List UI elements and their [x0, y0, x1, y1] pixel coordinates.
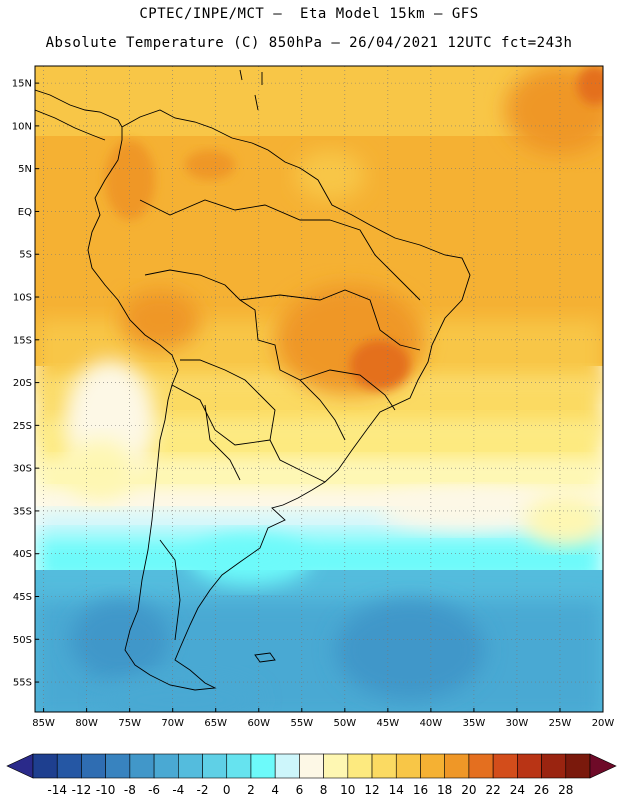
lon-label: 25W [549, 718, 572, 729]
map-title-line-2: Absolute Temperature (C) 850hPa – 26/04/… [45, 35, 573, 51]
colorbar-label: 18 [437, 783, 452, 797]
colorbar-label: -14 [47, 783, 67, 797]
colorbar-label: -12 [72, 783, 92, 797]
colorbar-swatch [32, 753, 58, 779]
colorbar-label: -10 [96, 783, 116, 797]
colorbar-swatch [226, 753, 252, 779]
colorbar-swatch [395, 753, 421, 779]
colorbar-label: 28 [558, 783, 573, 797]
lon-label: 55W [290, 718, 313, 729]
lon-label: 70W [161, 718, 184, 729]
colorbar-labels: -14 -12 -10 -8 -6 -4 -2 0 2 4 6 8 10 12 14 16 18 20 22 24 26… [47, 783, 573, 797]
lon-label: 60W [247, 718, 270, 729]
colorbar-swatch [347, 753, 373, 779]
colorbar-swatch [56, 753, 82, 779]
colorbar-swatch [153, 753, 179, 779]
colorbar-swatch [444, 753, 470, 779]
colorbar-label: 20 [461, 783, 476, 797]
lon-label: 85W [32, 718, 55, 729]
lat-label: 40S [13, 549, 32, 560]
lon-label: 30W [506, 718, 529, 729]
colorbar-swatch [565, 753, 591, 779]
lat-label: 15S [13, 335, 32, 346]
lat-label: 10S [13, 293, 32, 304]
lon-label: 75W [118, 718, 141, 729]
colorbar-under-arrow [6, 753, 34, 779]
colorbar-label: 8 [320, 783, 328, 797]
colorbar-label: 0 [223, 783, 231, 797]
colorbar-swatch [468, 753, 494, 779]
colorbar-label: -8 [124, 783, 136, 797]
colorbar-swatch [250, 753, 276, 779]
colorbar-swatch [517, 753, 542, 779]
longitude-labels: 85W 80W 75W 70W 65W 60W 55W 50W 45W 40W 35W 30W 25W 2… [32, 708, 614, 729]
colorbar-label: 6 [296, 783, 304, 797]
temperature-field [35, 66, 603, 712]
latitude-labels: 15N 10N 5N EQ 5S 10S 15S 20S 25S 30S 35S 40S 45S 50S 5… [12, 79, 39, 689]
colorbar-swatch [541, 753, 567, 779]
colorbar-label: 16 [413, 783, 428, 797]
map-frame [34, 65, 604, 713]
colorbar-swatch [105, 753, 131, 779]
lon-label: 50W [334, 718, 357, 729]
lon-label: 80W [75, 718, 98, 729]
colorbar-label: 4 [271, 783, 279, 797]
lat-label: 50S [13, 635, 32, 646]
colorbar-swatch [371, 753, 397, 779]
lon-label: 35W [463, 718, 486, 729]
colorbar-swatch [420, 753, 445, 779]
colorbar-label: 24 [510, 783, 525, 797]
colorbar-label: 22 [485, 783, 500, 797]
colorbar-label: -4 [172, 783, 184, 797]
caribbean-islands [239, 69, 263, 111]
colorbar-label: 2 [247, 783, 255, 797]
lon-label: 45W [377, 718, 400, 729]
lat-label: 10N [12, 121, 32, 132]
country-borders [139, 199, 421, 641]
lat-label: 20S [13, 378, 32, 389]
colorbar-label: 10 [340, 783, 355, 797]
lat-label: EQ [18, 207, 32, 218]
colorbar-swatch [492, 753, 518, 779]
coastlines-and-borders [35, 69, 471, 691]
lat-label: 45S [13, 592, 32, 603]
colorbar-swatch [202, 753, 228, 779]
colorbar-swatch [129, 753, 155, 779]
colorbar-over-arrow [589, 753, 617, 779]
lat-label: 55S [13, 678, 32, 689]
colorbar-swatch [274, 753, 300, 779]
falkland-islands [254, 652, 276, 663]
lon-label: 40W [420, 718, 443, 729]
lat-label: 5N [18, 164, 32, 175]
colorbar-label: -6 [148, 783, 160, 797]
lon-label: 65W [204, 718, 227, 729]
colorbar-label: -2 [197, 783, 209, 797]
lat-label: 30S [13, 464, 32, 475]
colorbar-label: 14 [389, 783, 404, 797]
colorbar-swatch [178, 753, 203, 779]
colorbar-swatch [323, 753, 349, 779]
central-america-coastline [35, 89, 123, 141]
map-title-line-1: CPTEC/INPE/MCT – Eta Model 15km – GFS [139, 6, 479, 22]
colorbar-swatch [81, 753, 106, 779]
colorbar-swatch [299, 753, 324, 779]
colorbar-label: 12 [364, 783, 379, 797]
lat-label: 25S [13, 421, 32, 432]
lat-lon-grid [35, 66, 603, 712]
lat-label: 15N [12, 79, 32, 90]
lat-label: 35S [13, 506, 32, 517]
colorbar-label: 26 [534, 783, 549, 797]
lat-label: 5S [19, 250, 32, 261]
lon-label: 20W [592, 718, 615, 729]
colorbar [6, 753, 617, 779]
south-america-coastline [87, 109, 471, 691]
